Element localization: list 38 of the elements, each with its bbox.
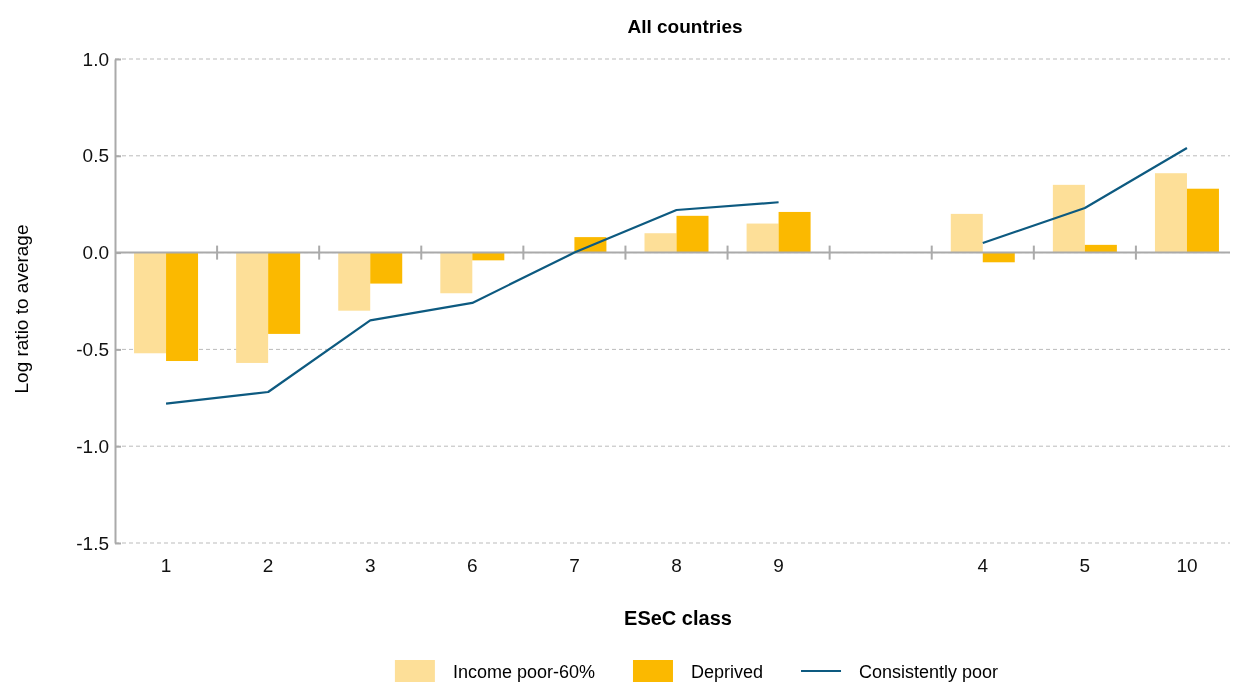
bar [166, 252, 199, 362]
bar [268, 252, 301, 334]
x-tick-label: 4 [977, 555, 989, 577]
bar [134, 252, 167, 354]
x-tick-label: 6 [467, 555, 478, 577]
x-tick-label: 9 [773, 555, 784, 577]
bar [1186, 188, 1219, 253]
bar [644, 233, 677, 253]
x-tick-label: 3 [364, 555, 376, 577]
bar [440, 252, 473, 294]
x-tick-label: 10 [1176, 555, 1198, 577]
bar [338, 252, 371, 311]
x-tick-label: 5 [1079, 555, 1091, 577]
bar [950, 213, 983, 253]
bar [778, 211, 811, 253]
x-axis-title: ESeC class [624, 607, 732, 629]
bar [676, 215, 709, 253]
y-tick-label: -0.5 [76, 338, 109, 360]
legend-label: Income poor-60% [452, 662, 595, 682]
legend-label: Deprived [690, 662, 764, 682]
y-tick-label: 0.5 [82, 145, 109, 167]
chart-title: All countries [627, 16, 743, 37]
y-tick-label: 0.0 [82, 242, 109, 264]
bar [1052, 184, 1085, 253]
bar [746, 223, 779, 253]
y-tick-label: -1.0 [76, 435, 109, 457]
bar [236, 252, 269, 363]
legend-label: Consistently poor [859, 662, 999, 682]
y-tick-label: -1.5 [76, 532, 109, 554]
x-tick-label: 1 [160, 555, 172, 577]
y-axis-title: Log ratio to average [11, 224, 32, 394]
bar [370, 252, 403, 284]
bar [1154, 173, 1187, 253]
x-tick-label: 8 [671, 555, 682, 577]
x-tick-label: 2 [262, 555, 274, 577]
bar [1084, 244, 1117, 253]
x-tick-label: 7 [569, 555, 580, 577]
y-tick-label: 1.0 [82, 48, 109, 70]
